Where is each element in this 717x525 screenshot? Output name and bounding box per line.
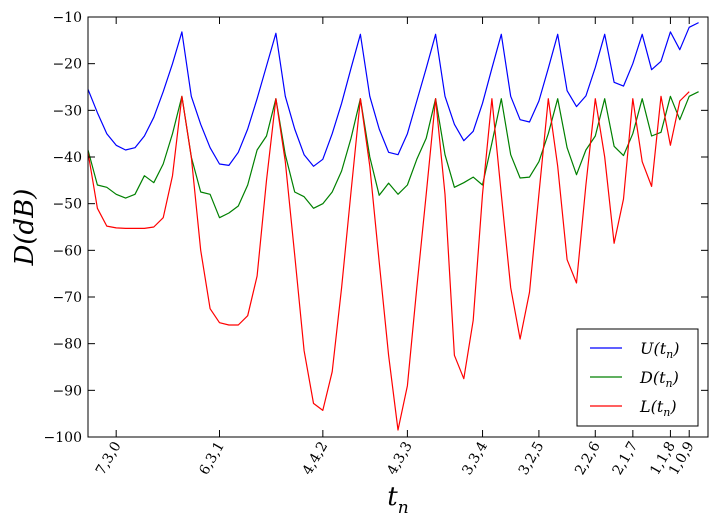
x-tick-label: 3,3,4 — [459, 439, 491, 478]
x-axis-label: tn — [387, 482, 408, 518]
legend-label: D(tn) — [639, 368, 679, 390]
y-tick-label: −70 — [52, 290, 82, 306]
legend-label: L(tn) — [639, 397, 677, 419]
y-tick-label: −20 — [52, 57, 82, 73]
y-tick-label: −30 — [52, 103, 82, 119]
legend-items: U(tn) D(tn) L(tn) — [590, 339, 680, 419]
plot-frame — [87, 16, 709, 438]
y-tick-label: −100 — [44, 430, 82, 446]
x-tick-label: 6,3,1 — [196, 439, 228, 478]
y-tick-label: −10 — [52, 10, 82, 26]
x-tick-label: 3,2,5 — [516, 439, 548, 478]
y-tick-label: −80 — [52, 337, 82, 353]
y-axis-label: D(dB) — [10, 189, 40, 267]
y-tick-label: −90 — [52, 383, 82, 399]
x-tick-label: 7,3,0 — [93, 439, 125, 478]
legend: U(tn) D(tn) L(tn) — [576, 328, 699, 427]
series-layer — [87, 22, 699, 431]
x-tick-label: 4,4,2 — [300, 439, 332, 478]
y-tick-label: −40 — [52, 150, 82, 166]
x-tick-label: 2,2,6 — [572, 439, 604, 478]
series-line-2 — [87, 91, 690, 431]
y-tick-label: −50 — [52, 197, 82, 213]
legend-label: U(tn) — [640, 339, 680, 361]
y-tick-label: −60 — [52, 243, 82, 259]
series-line-0 — [87, 22, 699, 167]
x-tick-label: 2,1,7 — [610, 439, 642, 478]
x-tick-label: 4,3,3 — [384, 439, 416, 478]
